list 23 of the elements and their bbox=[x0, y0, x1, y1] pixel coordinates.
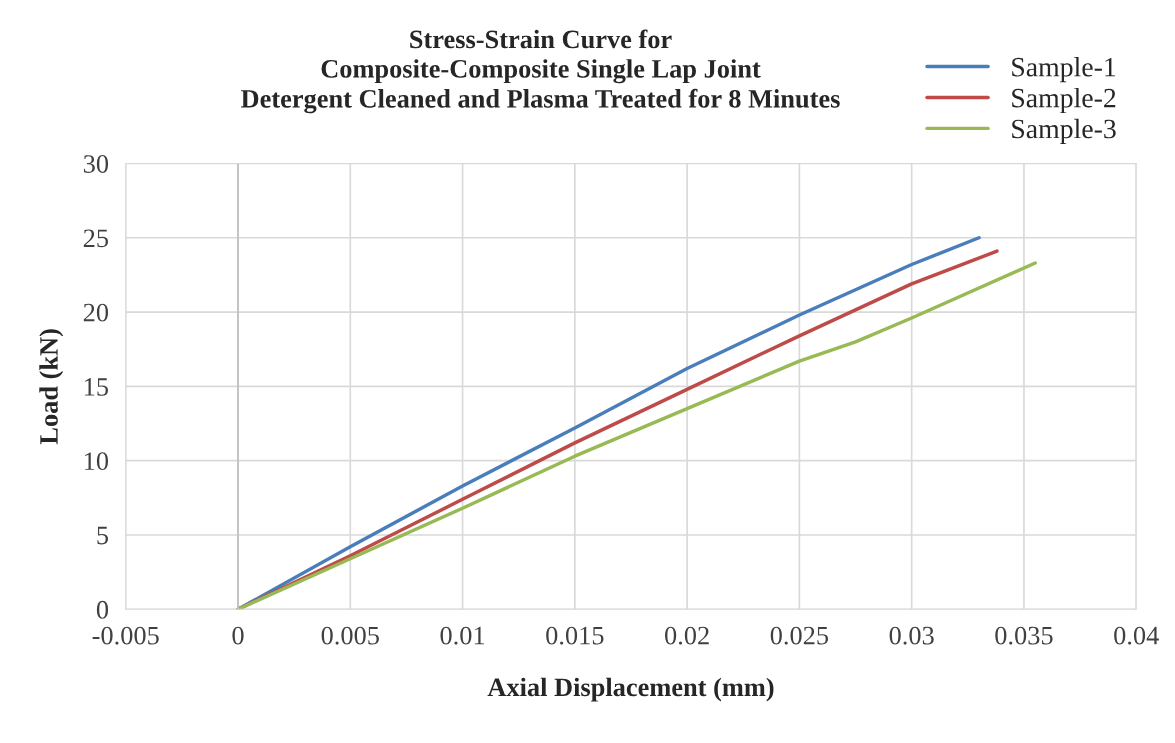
chart-title: Stress-Strain Curve for Composite-Composite Single Lap Joint Detergent Cleaned and Plasma Treated for 8 Minutes bbox=[241, 29, 840, 114]
legend-label: Sample-3 bbox=[1012, 118, 1116, 145]
y-tick-label: 10 bbox=[84, 452, 109, 471]
y-tick-label: 15 bbox=[84, 378, 109, 396]
y-tick-label: 5 bbox=[97, 526, 109, 545]
x-tick-label: 0.025 bbox=[770, 626, 829, 645]
y-tick-label: 30 bbox=[83, 155, 109, 173]
x-axis-title: Axial Displacement (mm) bbox=[487, 677, 774, 702]
x-tick-label: 0.015 bbox=[546, 626, 604, 645]
x-tick-label: 0.03 bbox=[889, 626, 934, 645]
x-tick-label: 0.035 bbox=[995, 626, 1053, 645]
y-axis-title: Load (kN) bbox=[39, 329, 64, 445]
legend-label: Sample-2 bbox=[1012, 87, 1116, 114]
x-tick-label: 0.01 bbox=[440, 626, 485, 645]
y-tick-label: 0 bbox=[96, 600, 109, 619]
y-tick-label: 25 bbox=[83, 229, 109, 248]
legend-label: Sample-1 bbox=[1012, 56, 1116, 83]
x-tick-label: 0.04 bbox=[1114, 626, 1159, 645]
x-tick-label: 0.02 bbox=[665, 626, 709, 645]
x-tick-label: 0 bbox=[232, 626, 244, 645]
y-tick-label: 20 bbox=[83, 303, 109, 322]
x-tick-label: 0.005 bbox=[321, 626, 379, 645]
x-tick-label: -0.005 bbox=[92, 626, 159, 645]
